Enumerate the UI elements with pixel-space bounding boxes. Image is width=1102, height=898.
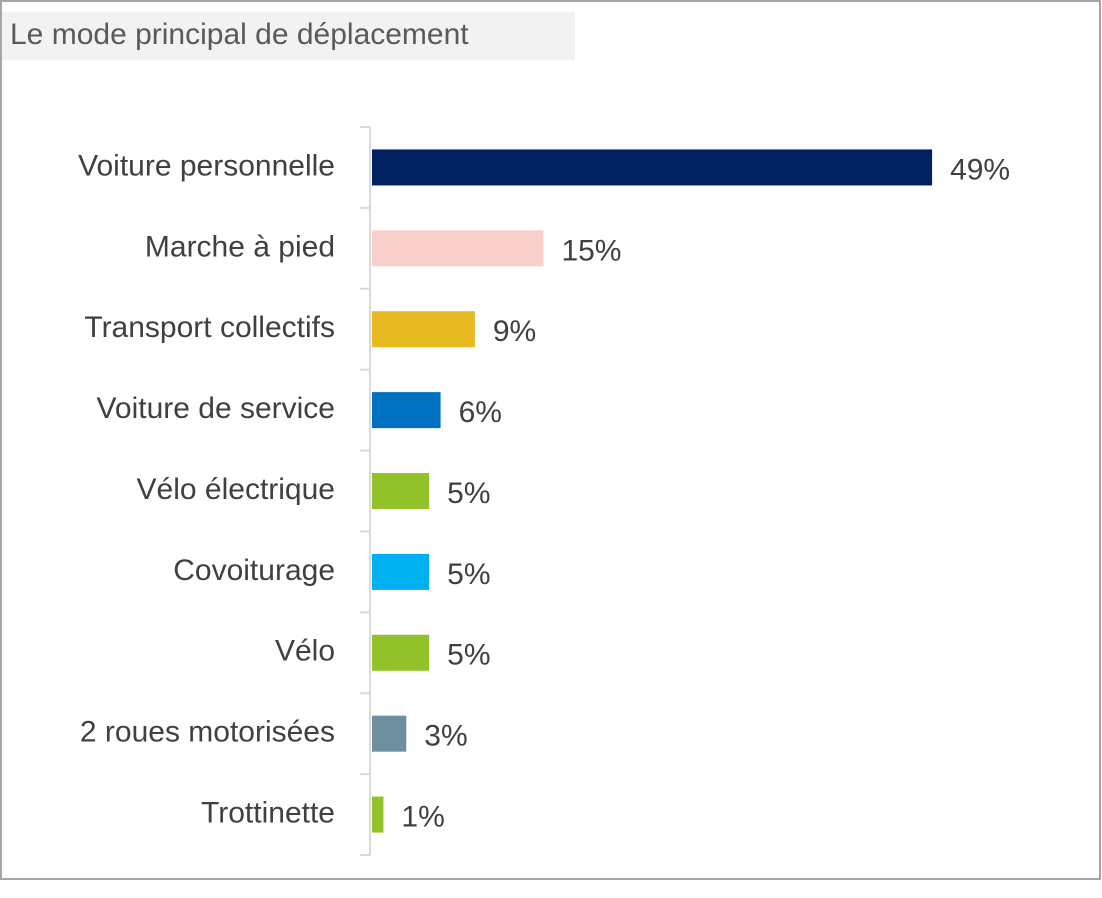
data-label: 1% bbox=[401, 800, 444, 833]
category-label: Voiture de service bbox=[97, 392, 335, 425]
category-label: Vélo bbox=[275, 635, 335, 668]
bar bbox=[372, 149, 933, 186]
bar bbox=[372, 230, 544, 267]
category-label: Marche à pied bbox=[145, 230, 335, 263]
bar bbox=[372, 634, 430, 671]
category-label: Vélo électrique bbox=[137, 473, 335, 506]
bar bbox=[372, 715, 407, 752]
data-label: 3% bbox=[424, 720, 467, 753]
category-label: Voiture personnelle bbox=[78, 149, 335, 182]
category-label: 2 roues motorisées bbox=[80, 716, 335, 749]
bar bbox=[372, 473, 430, 509]
data-label: 5% bbox=[447, 558, 490, 591]
bar bbox=[372, 796, 384, 833]
data-label: 6% bbox=[459, 396, 502, 429]
category-label: Transport collectifs bbox=[84, 311, 335, 344]
data-label: 5% bbox=[447, 477, 490, 510]
category-label: Trottinette bbox=[201, 796, 335, 829]
category-label: Covoiturage bbox=[173, 554, 335, 587]
data-label: 15% bbox=[561, 234, 621, 267]
bar bbox=[372, 311, 475, 348]
bar bbox=[372, 392, 441, 429]
chart-title: Le mode principal de déplacement bbox=[10, 18, 469, 51]
data-label: 49% bbox=[950, 153, 1010, 186]
chart-frame bbox=[0, 0, 1101, 880]
data-label: 5% bbox=[447, 639, 490, 672]
title-background bbox=[2, 12, 575, 60]
bar bbox=[372, 553, 430, 590]
data-label: 9% bbox=[493, 315, 536, 348]
